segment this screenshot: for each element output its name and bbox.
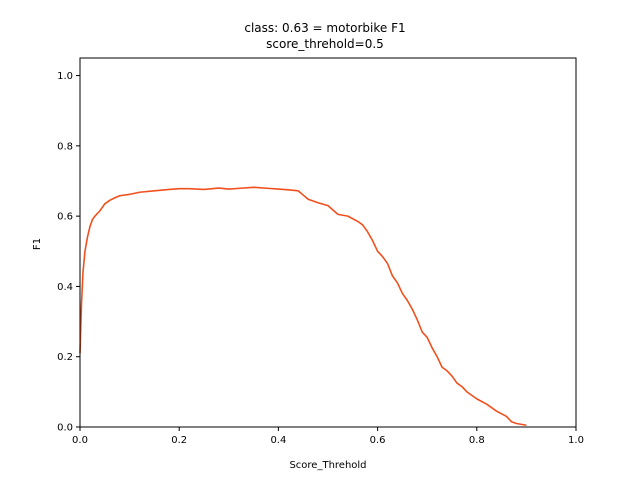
x-axis-ticks: 0.0 0.2 0.4 0.6 0.8 1.0 xyxy=(72,427,584,446)
x-tick-label: 0.2 xyxy=(171,435,187,446)
x-tick-label: 0.8 xyxy=(469,435,485,446)
plot-background xyxy=(80,58,576,427)
y-tick-label: 0.4 xyxy=(57,282,73,293)
series-group xyxy=(79,186,527,427)
y-axis-label: F1 xyxy=(32,238,43,250)
x-axis-label: Score_Threhold xyxy=(289,460,366,471)
y-tick-label: 0.6 xyxy=(57,212,73,223)
f1-series-line xyxy=(79,186,527,427)
y-tick-label: 0.8 xyxy=(57,141,73,152)
plot-frame xyxy=(79,57,577,428)
x-tick-label: 0.6 xyxy=(370,435,386,446)
chart-title: class: 0.63 = motorbike F1 xyxy=(244,21,405,35)
y-tick-label: 1.0 xyxy=(57,71,73,82)
y-tick-label: 0.0 xyxy=(57,423,73,434)
x-tick-label: 1.0 xyxy=(568,435,584,446)
y-axis-ticks: 0.0 0.2 0.4 0.6 0.8 1.0 xyxy=(57,71,80,434)
chart-subtitle: score_threhold=0.5 xyxy=(266,37,384,51)
x-tick-label: 0.4 xyxy=(270,435,286,446)
plot-area xyxy=(79,57,577,428)
x-tick-label: 0.0 xyxy=(72,435,88,446)
y-tick-label: 0.2 xyxy=(57,352,73,363)
